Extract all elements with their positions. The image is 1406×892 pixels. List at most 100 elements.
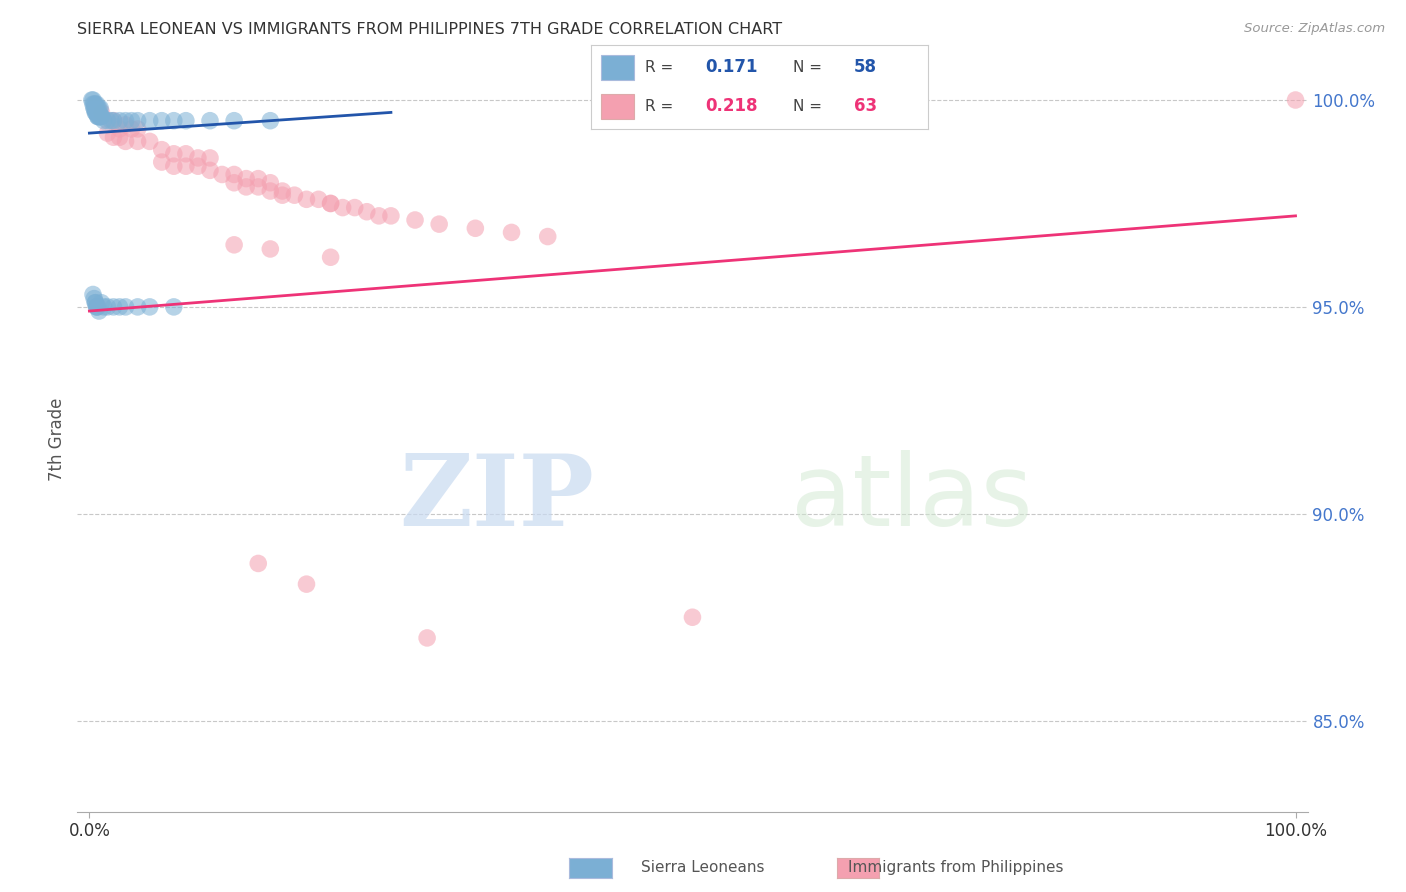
Point [319, 196, 342, 211]
Point [84, 295, 107, 310]
Point [84, 101, 107, 115]
Point [80, 93, 103, 107]
Point [380, 209, 402, 223]
Point [108, 130, 131, 145]
Point [90, 105, 112, 120]
Point [114, 113, 136, 128]
Point [295, 577, 318, 591]
Point [464, 221, 486, 235]
Point [82, 97, 104, 112]
Point [150, 155, 173, 169]
Point [84, 97, 107, 112]
Point [96, 126, 118, 140]
Point [224, 168, 246, 182]
Point [138, 300, 160, 314]
Point [427, 217, 450, 231]
Point [295, 192, 318, 206]
Point [90, 110, 112, 124]
Point [108, 300, 131, 314]
Point [259, 176, 281, 190]
Point [319, 250, 342, 264]
Text: atlas: atlas [792, 450, 1032, 548]
Point [96, 300, 118, 314]
Point [332, 201, 354, 215]
Point [89, 110, 111, 124]
Point [174, 113, 197, 128]
Text: 58: 58 [853, 58, 877, 76]
Point [537, 229, 560, 244]
Point [82, 93, 104, 107]
Point [198, 151, 221, 165]
Point [100, 113, 122, 128]
Point [163, 159, 186, 173]
Point [356, 204, 378, 219]
Point [247, 557, 270, 571]
Point [90, 295, 112, 310]
Point [93, 300, 115, 314]
Point [87, 110, 110, 124]
Text: R =: R = [644, 60, 678, 75]
Point [198, 163, 221, 178]
Point [501, 226, 523, 240]
Point [86, 300, 108, 314]
Point [87, 304, 110, 318]
Point [114, 118, 136, 132]
Point [103, 130, 125, 145]
Point [224, 176, 246, 190]
Point [84, 105, 107, 120]
Text: 0.218: 0.218 [706, 97, 758, 115]
Text: ZIP: ZIP [399, 450, 595, 548]
Text: Immigrants from Philippines: Immigrants from Philippines [848, 860, 1064, 874]
Point [83, 97, 105, 112]
Point [138, 134, 160, 148]
Point [163, 146, 186, 161]
Point [86, 105, 108, 120]
Point [108, 113, 131, 128]
Point [127, 122, 149, 136]
Point [87, 101, 110, 115]
Text: SIERRA LEONEAN VS IMMIGRANTS FROM PHILIPPINES 7TH GRADE CORRELATION CHART: SIERRA LEONEAN VS IMMIGRANTS FROM PHILIP… [77, 22, 783, 37]
Point [138, 113, 160, 128]
Point [103, 113, 125, 128]
Point [90, 110, 112, 124]
Point [308, 192, 330, 206]
Text: N =: N = [793, 60, 827, 75]
Point [82, 287, 104, 301]
Point [87, 105, 110, 120]
Point [127, 113, 149, 128]
Point [404, 213, 426, 227]
Point [235, 180, 257, 194]
Text: 63: 63 [853, 97, 877, 115]
Point [367, 209, 389, 223]
Point [163, 113, 186, 128]
Point [259, 184, 281, 198]
Point [319, 196, 342, 211]
Point [114, 134, 136, 148]
Point [187, 159, 209, 173]
Point [83, 101, 105, 115]
Point [343, 201, 366, 215]
Text: Sierra Leoneans: Sierra Leoneans [641, 860, 765, 874]
Point [87, 110, 110, 124]
Point [121, 122, 143, 136]
Point [84, 105, 107, 120]
Point [235, 171, 257, 186]
Point [121, 113, 143, 128]
Point [1284, 93, 1306, 107]
Point [87, 101, 110, 115]
Point [87, 110, 110, 124]
Point [247, 180, 270, 194]
Point [174, 159, 197, 173]
Point [247, 171, 270, 186]
Point [271, 184, 294, 198]
Point [86, 300, 108, 314]
Text: Source: ZipAtlas.com: Source: ZipAtlas.com [1244, 22, 1385, 36]
Point [682, 610, 704, 624]
Point [108, 122, 131, 136]
Point [211, 168, 233, 182]
Point [89, 101, 111, 115]
Bar [600, 94, 634, 120]
Point [103, 300, 125, 314]
Point [93, 113, 115, 128]
Point [103, 113, 125, 128]
